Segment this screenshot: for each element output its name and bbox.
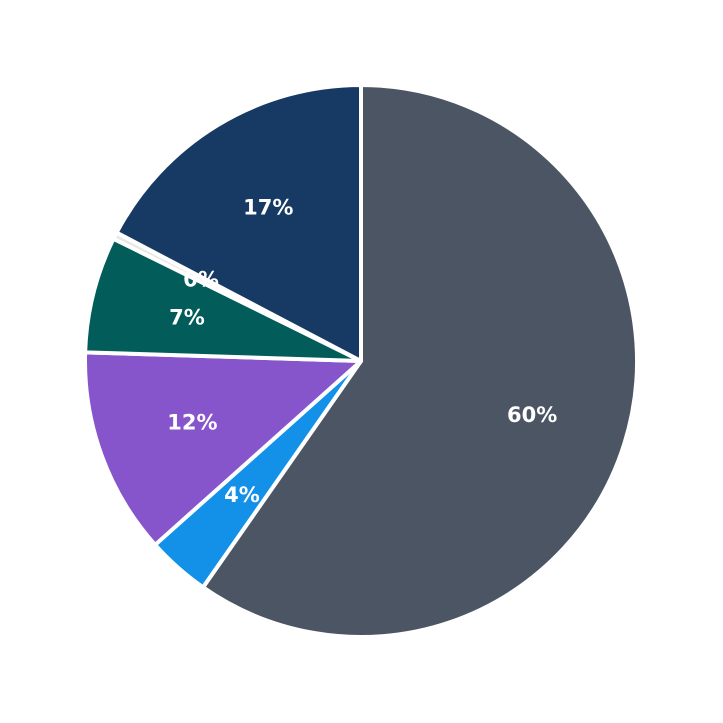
pie-slice bbox=[83, 236, 363, 363]
pie-slice bbox=[83, 350, 363, 547]
slice-label: 7% bbox=[169, 305, 205, 329]
pie-slice bbox=[114, 83, 363, 363]
pie-slice bbox=[201, 83, 639, 639]
slice-label: 60% bbox=[507, 403, 557, 427]
slice-label: 0% bbox=[183, 268, 219, 292]
slice-label: 12% bbox=[167, 410, 217, 434]
slice-label: 17% bbox=[243, 195, 293, 219]
slice-label: 4% bbox=[224, 483, 260, 507]
